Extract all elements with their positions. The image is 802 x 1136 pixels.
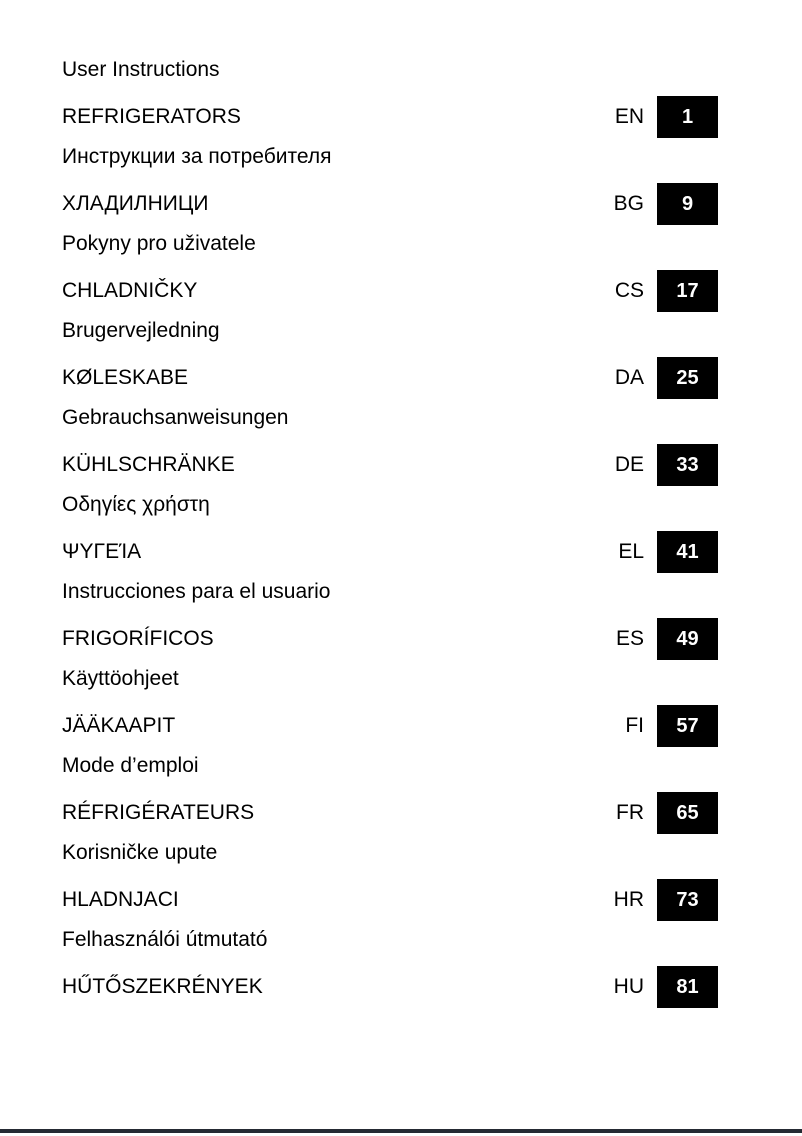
entry-description: Felhasználói útmutató	[62, 928, 268, 951]
page-number-box: 17	[657, 270, 718, 312]
toc-entry: Инструкции за потребителя ХЛАДИЛНИЦИ BG …	[62, 145, 718, 232]
entry-row: ХЛАДИЛНИЦИ BG 9	[62, 183, 718, 225]
language-code: ES	[615, 627, 644, 650]
entry-title: HŰTŐSZEKRÉNYEK	[62, 975, 263, 998]
toc-entry: Korisničke upute HLADNJACI HR 73	[62, 841, 718, 928]
entry-row: HLADNJACI HR 73	[62, 879, 718, 921]
language-code: DE	[614, 453, 644, 476]
entry-row: HŰTŐSZEKRÉNYEK HU 81	[62, 966, 718, 1008]
toc-entry: Felhasználói útmutató HŰTŐSZEKRÉNYEK HU …	[62, 928, 718, 1015]
language-code: EN	[614, 105, 644, 128]
entry-description: User Instructions	[62, 58, 220, 81]
entry-description: Pokyny pro uživatele	[62, 232, 256, 255]
page-number-box: 65	[657, 792, 718, 834]
toc-entry: Mode d’emploi RÉFRIGÉRATEURS FR 65	[62, 754, 718, 841]
entry-row: KØLESKABE DA 25	[62, 357, 718, 399]
entry-description: Mode d’emploi	[62, 754, 199, 777]
toc-entry: Gebrauchsanweisungen KÜHLSCHRÄNKE DE 33	[62, 406, 718, 493]
page-number-box: 73	[657, 879, 718, 921]
language-code: FI	[625, 714, 644, 737]
language-code: DA	[614, 366, 644, 389]
toc-entry: Instrucciones para el usuario FRIGORÍFIC…	[62, 580, 718, 667]
entry-title: ХЛАДИЛНИЦИ	[62, 192, 209, 215]
entry-description: Brugervejledning	[62, 319, 220, 342]
entry-row: REFRIGERATORS EN 1	[62, 96, 718, 138]
toc-entry: User Instructions REFRIGERATORS EN 1	[62, 58, 718, 145]
entry-title: RÉFRIGÉRATEURS	[62, 801, 255, 824]
entry-row: RÉFRIGÉRATEURS FR 65	[62, 792, 718, 834]
language-code: HR	[613, 888, 644, 911]
entry-title: JÄÄKAAPIT	[62, 714, 176, 737]
page-number-box: 49	[657, 618, 718, 660]
entry-description: Οδηγίες χρήστη	[62, 493, 210, 516]
toc-entry: Brugervejledning KØLESKABE DA 25	[62, 319, 718, 406]
language-code: EL	[618, 540, 644, 563]
language-code: FR	[616, 801, 644, 824]
entry-title: ΨΥΓΕΊΑ	[62, 540, 142, 563]
entry-row: JÄÄKAAPIT FI 57	[62, 705, 718, 747]
entry-title: KÜHLSCHRÄNKE	[62, 453, 235, 476]
toc-entry: Käyttöohjeet JÄÄKAAPIT FI 57	[62, 667, 718, 754]
entry-row: CHLADNIČKY CS 17	[62, 270, 718, 312]
language-code: BG	[613, 192, 644, 215]
toc-entry: Οδηγίες χρήστη ΨΥΓΕΊΑ EL 41	[62, 493, 718, 580]
entry-description: Gebrauchsanweisungen	[62, 406, 289, 429]
language-code: HU	[613, 975, 644, 998]
toc-entry: Pokyny pro uživatele CHLADNIČKY CS 17	[62, 232, 718, 319]
entry-row: ΨΥΓΕΊΑ EL 41	[62, 531, 718, 573]
page-number-box: 81	[657, 966, 718, 1008]
language-toc-list: User Instructions REFRIGERATORS EN 1 Инс…	[62, 58, 718, 1015]
entry-description: Инструкции за потребителя	[62, 145, 332, 168]
entry-description: Korisničke upute	[62, 841, 218, 864]
entry-row: FRIGORÍFICOS ES 49	[62, 618, 718, 660]
page-number-box: 1	[657, 96, 718, 138]
entry-title: FRIGORÍFICOS	[62, 627, 214, 650]
entry-description: Instrucciones para el usuario	[62, 580, 331, 603]
page-number-box: 25	[657, 357, 718, 399]
entry-title: CHLADNIČKY	[62, 279, 198, 302]
entry-row: KÜHLSCHRÄNKE DE 33	[62, 444, 718, 486]
page-number-box: 33	[657, 444, 718, 486]
page-number-box: 57	[657, 705, 718, 747]
footer-rule	[0, 1129, 802, 1133]
page-number-box: 41	[657, 531, 718, 573]
entry-description: Käyttöohjeet	[62, 667, 179, 690]
language-code: CS	[614, 279, 644, 302]
entry-title: HLADNJACI	[62, 888, 179, 911]
page-number-box: 9	[657, 183, 718, 225]
entry-title: REFRIGERATORS	[62, 105, 241, 128]
entry-title: KØLESKABE	[62, 366, 189, 389]
